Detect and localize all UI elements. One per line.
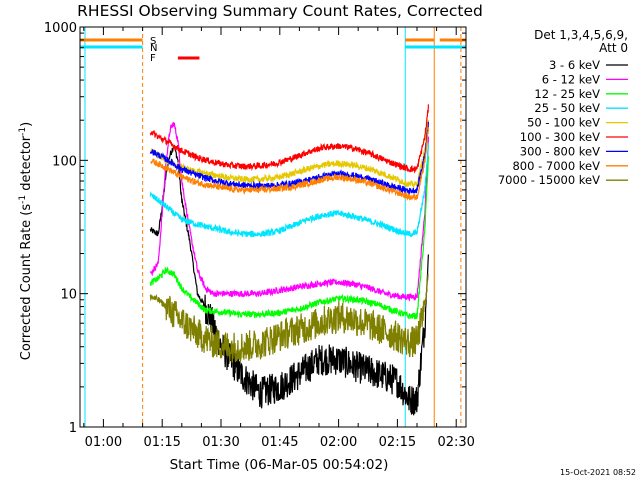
x-tick-label-1: 01:15	[143, 435, 180, 450]
y-tick-label-2: 100	[52, 154, 77, 169]
legend-label-6: 300 - 800 keV	[520, 144, 600, 158]
y-axis-label: Corrected Count Rate (s-1 detector-1)	[18, 122, 34, 360]
series-line-2	[149, 156, 429, 320]
x-tick-label-0: 01:00	[85, 435, 122, 450]
flag-letter-s: S	[150, 36, 156, 47]
plot-area: SNF 1 10 100 1000 01:00 01:15 01:30 01:45 02:00 02…	[44, 21, 475, 450]
plot-frame	[79, 26, 467, 428]
series-line-5	[149, 104, 429, 174]
legend-label-5: 100 - 300 keV	[520, 130, 600, 144]
legend-label-4: 50 - 100 keV	[527, 116, 600, 130]
flag-bar-f-0	[177, 56, 200, 60]
y-tick-label-1: 10	[60, 288, 77, 303]
series-line-0	[149, 144, 429, 416]
series-line-8	[149, 273, 429, 363]
flag-bar-n-1	[405, 45, 466, 49]
flag-bar-n-0	[80, 45, 143, 49]
legend-label-2: 12 - 25 keV	[534, 87, 600, 101]
x-axis-label: Start Time (06-Mar-05 00:54:02)	[170, 457, 389, 473]
x-tick-label-5: 02:15	[379, 435, 416, 450]
y-tick-label-3: 1000	[44, 21, 77, 36]
flag-letter-f: F	[150, 53, 156, 64]
y-tick-label-0: 1	[69, 421, 77, 436]
legend-label-7: 800 - 7000 keV	[512, 159, 600, 173]
series-line-7	[150, 127, 429, 201]
legend-label-0: 3 - 6 keV	[549, 58, 600, 72]
x-tick-label-6: 02:30	[437, 435, 474, 450]
legend-label-8: 7000 - 15000 keV	[498, 173, 600, 187]
x-tick-label-2: 01:30	[202, 435, 239, 450]
series-line-1	[149, 121, 429, 302]
flag-letter-n: N	[150, 43, 157, 54]
flag-bar-s-0	[80, 38, 143, 42]
timestamp: 15-Oct-2021 08:52	[560, 468, 636, 477]
x-tick-label-4: 02:00	[320, 435, 357, 450]
legend-header: Det 1,3,4,5,6,9, Att 0	[534, 28, 628, 55]
flag-bar-s-2	[439, 38, 466, 42]
x-tick-label-3: 01:45	[261, 435, 298, 450]
legend-header-attenuator: Att 0	[599, 41, 628, 55]
series-line-6	[149, 121, 429, 196]
legend-header-detectors: Det 1,3,4,5,6,9,	[534, 28, 628, 42]
chart-title: RHESSI Observing Summary Count Rates, Co…	[77, 2, 483, 20]
legend-label-1: 6 - 12 keV	[542, 72, 600, 86]
series-line-3	[149, 142, 429, 238]
flag-bar-s-1	[405, 38, 435, 42]
legend-label-3: 25 - 50 keV	[534, 101, 600, 115]
